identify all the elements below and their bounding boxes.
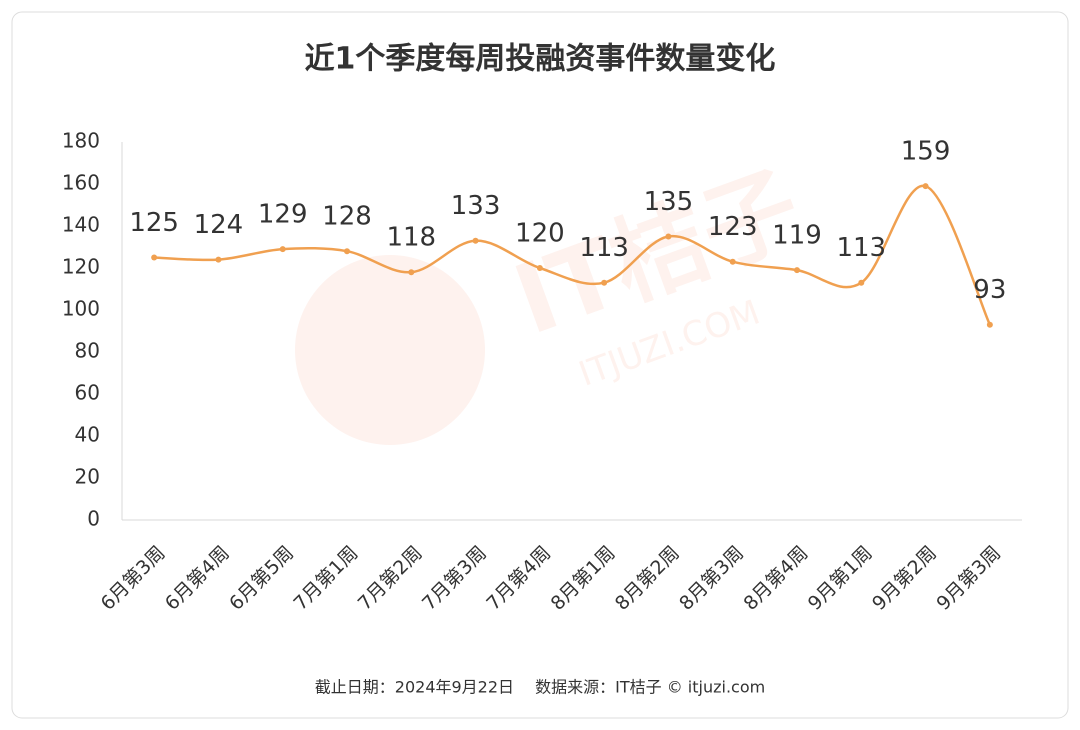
data-label: 118	[386, 223, 436, 253]
point	[279, 246, 286, 253]
point	[601, 279, 608, 286]
point	[151, 254, 158, 261]
source-note: 截止日期：2024年9月22日 数据来源：IT桔子 © itjuzi.com	[315, 678, 765, 697]
point	[536, 265, 543, 271]
y-tick-label: 80	[75, 339, 100, 363]
point	[215, 256, 222, 263]
point	[794, 267, 800, 274]
data-label: 119	[772, 221, 822, 251]
data-label: 135	[644, 187, 694, 217]
y-tick-label: 0	[87, 507, 100, 531]
y-tick-label: 120	[62, 255, 100, 279]
y-tick-label: 20	[75, 465, 100, 489]
data-label: 123	[708, 212, 758, 242]
data-label: 93	[973, 275, 1006, 305]
point	[408, 269, 415, 276]
watermark-logo	[295, 255, 485, 445]
data-label: 113	[579, 233, 629, 263]
point	[858, 279, 865, 286]
data-label: 159	[901, 137, 951, 167]
data-label: 125	[129, 208, 179, 238]
point	[665, 233, 672, 240]
point	[729, 258, 736, 265]
data-label: 133	[451, 191, 501, 221]
chart-title: 近1个季度每周投融资事件数量变化	[305, 42, 776, 77]
point	[986, 321, 993, 328]
y-tick-label: 100	[62, 297, 100, 321]
line	[154, 184, 991, 326]
data-label: 113	[836, 233, 886, 263]
y-tick-label: 160	[62, 171, 100, 195]
data-label: 129	[258, 200, 308, 230]
point	[344, 248, 350, 255]
point	[472, 237, 479, 244]
card	[11, 11, 1069, 719]
data-label: 120	[515, 219, 565, 249]
y-tick-label: 60	[75, 381, 100, 405]
y-tick-label: 140	[62, 213, 100, 237]
y-tick-label: 40	[75, 423, 100, 447]
data-label: 128	[322, 202, 372, 232]
y-tick-label: 180	[62, 129, 100, 153]
data-label: 124	[194, 210, 244, 240]
point	[922, 183, 929, 190]
